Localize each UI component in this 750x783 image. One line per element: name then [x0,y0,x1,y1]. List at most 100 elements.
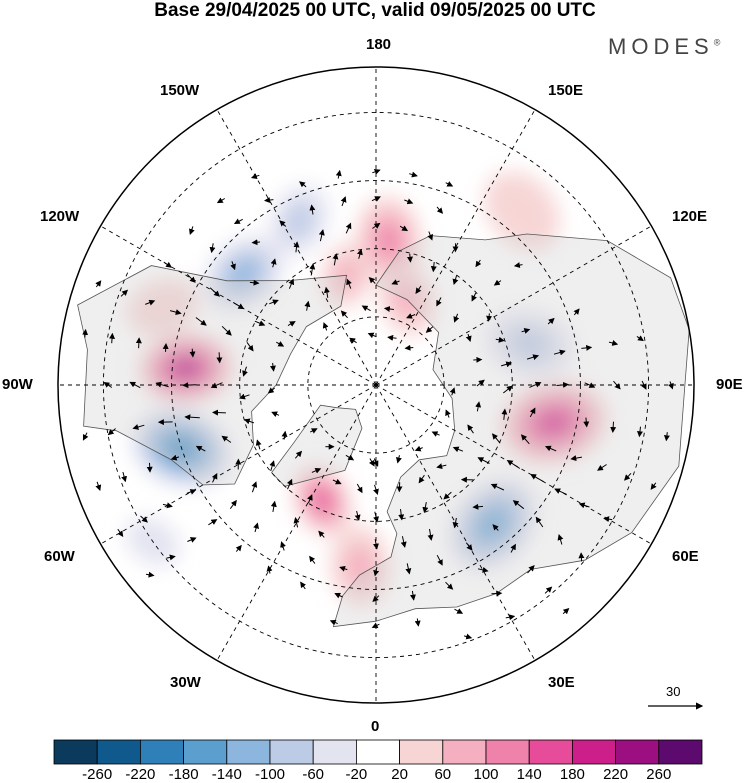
wind-arrow [253,522,259,533]
wind-arrow [95,481,102,492]
wind-arrow [250,173,260,180]
wind-arrow [335,169,342,179]
wind-arrow [140,515,148,523]
wind-arrow [493,279,502,286]
wind-arrow [422,502,429,514]
wind-arrow [410,590,416,601]
wind-arrow [668,381,674,390]
wind-arrow [255,439,262,450]
colorbar-tick-label: -180 [168,766,199,783]
wind-arrow [339,565,348,572]
colorbar-tick-label: 20 [391,766,408,783]
coastlines [77,233,690,628]
wind-arrow [211,473,218,483]
wind-arrow [264,197,274,203]
wind-arrow [613,380,621,390]
wind-arrow [636,335,644,342]
meridian-line [216,384,377,661]
wind-arrow [562,608,570,615]
wind-arrow [109,332,116,344]
parallel-circle [171,180,581,590]
wind-arrow [556,381,569,388]
wind-arrow [212,409,226,416]
brand-text: MODES [608,34,714,59]
wind-arrow [418,474,425,484]
wind-arrow [368,276,376,284]
wind-arrow [501,408,508,420]
wind-arrow [373,484,379,496]
wind-vectors [82,168,674,640]
wind-arrow [189,348,196,358]
anomaly-blob [230,261,257,287]
wind-arrow [340,310,348,319]
wind-arrow [235,544,242,552]
colorbar-swatch [139,739,184,765]
wind-arrow [608,340,619,346]
lon-label-60e: 60E [672,548,699,565]
map-title: Base 29/04/2025 00 UTC, valid 09/05/2025… [154,0,596,21]
wind-arrow [391,279,400,285]
wind-arrow [216,352,223,364]
wind-arrow [597,464,607,471]
wind-arrow [322,322,329,331]
wind-arrow [162,502,173,509]
wind-arrow [266,565,273,574]
wind-arrow [505,614,516,621]
wind-arrow [495,336,505,343]
wind-arrow [286,478,293,490]
wind-arrow [436,463,447,470]
wind-arrow [299,181,307,188]
wind-arrow [373,511,379,523]
wind-arrow [107,428,116,436]
wind-arrow [641,380,647,390]
wind-arrow [452,275,459,286]
wind-arrow [477,566,489,573]
meridian-line [100,225,377,386]
colorbar-swatch [96,739,141,765]
wind-arrow [307,494,313,504]
lon-label-30e: 30E [548,674,575,691]
wind-arrow [573,308,580,316]
wind-arrow [269,362,276,372]
wind-arrow [162,343,169,352]
wind-arrow [513,262,523,269]
wind-arrow [232,301,245,310]
wind-arrow [404,344,414,351]
wind-arrow [186,489,197,495]
wind-arrow [584,382,596,388]
brand-logo: MODES® [608,34,720,60]
wind-arrow [367,332,377,339]
wind-arrow [395,455,402,464]
eurasia-coast [332,233,690,628]
anomaly-blob [126,279,199,336]
wind-arrow [471,292,477,302]
colorbar-tick-label: 140 [516,766,542,783]
wind-arrow [475,259,482,268]
wind-arrow [368,458,375,467]
wind-arrow [334,592,343,599]
wind-arrow [436,297,442,307]
wind-arrow [345,222,352,234]
wind-arrow [356,483,363,494]
colorbar-swatch [658,739,703,765]
anomaly-blob [377,225,400,255]
colorbar-swatch [183,739,228,765]
wind-arrow [544,445,557,452]
wind-arrow [512,500,525,510]
wind-arrow [208,519,218,526]
wind-arrow [280,541,286,551]
wind-arrow [453,313,460,323]
colorbar-swatch [355,739,400,765]
wind-arrow [372,168,381,175]
wind-arrow [371,196,381,202]
wind-arrow [529,381,542,388]
wind-arrow [209,287,221,297]
wind-arrow [603,516,613,523]
wind-arrow [472,503,484,510]
anomaly-blob [484,171,560,251]
wind-arrow [372,458,379,467]
wind-arrow [431,431,440,437]
lon-label-180: 180 [366,36,392,53]
wind-arrow [184,414,200,421]
wind-arrow [318,530,325,538]
